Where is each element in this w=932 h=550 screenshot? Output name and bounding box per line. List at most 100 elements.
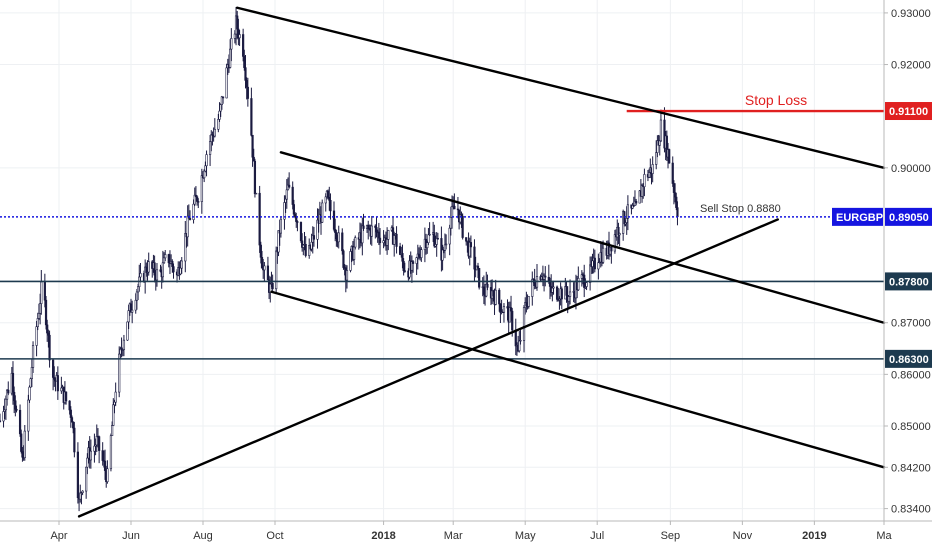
candle-body — [47, 332, 50, 336]
price-tick-label: 0.83400 — [891, 504, 931, 516]
candle-body — [456, 208, 460, 211]
candle-body — [433, 232, 436, 247]
candle-body — [450, 206, 454, 218]
candle-body — [172, 266, 175, 273]
candle-body — [375, 227, 378, 233]
candle-body — [411, 261, 415, 264]
candle-body — [341, 232, 344, 252]
candle-body — [499, 303, 502, 313]
candle-body — [164, 254, 167, 259]
candle-body — [14, 400, 17, 410]
candle-body — [675, 196, 678, 208]
candle-body — [184, 233, 187, 262]
candle-body — [188, 217, 192, 220]
candle-body — [167, 254, 170, 264]
candle-body — [126, 321, 129, 341]
candle-body — [671, 162, 674, 184]
candle-body — [203, 170, 206, 179]
candle-body — [153, 262, 156, 276]
candle-body — [589, 264, 592, 283]
candle-body — [352, 246, 356, 260]
candle-body — [482, 286, 485, 295]
candle-body — [131, 309, 134, 313]
candle-body — [221, 96, 225, 99]
candle-body — [4, 398, 8, 411]
time-axis[interactable]: Apr Jun Aug Oct 2018 Mar May Jul Sep Nov 2019 Ma — [50, 521, 893, 542]
candle-body — [76, 451, 79, 498]
candle-body — [277, 230, 280, 253]
candle-body — [345, 270, 349, 281]
candle-body — [602, 247, 605, 263]
candle-body — [285, 189, 288, 200]
candle-body — [18, 409, 22, 435]
candle-body — [208, 141, 212, 155]
candle-body — [597, 262, 600, 270]
price-tick-label: 0.93000 — [891, 8, 931, 20]
candle-body — [441, 249, 444, 261]
candle-body — [258, 192, 261, 246]
candle-body — [577, 278, 580, 291]
candle-body — [519, 340, 522, 342]
price-axis[interactable]: 0.93000 0.92000 0.90000 0.87000 0.86000 0.850… — [884, 8, 931, 516]
candle-body — [7, 389, 10, 394]
candle-body — [2, 411, 5, 422]
candle-body — [180, 260, 183, 269]
candle-body — [310, 241, 313, 250]
candle-body — [70, 417, 74, 423]
candle-body — [613, 234, 617, 252]
candle-body — [334, 229, 337, 233]
candle-body — [402, 260, 405, 272]
candle-body — [233, 33, 236, 39]
sell-stop-label: Sell Stop 0.8880 — [700, 203, 781, 215]
candle-body — [640, 185, 644, 197]
candle-body — [60, 387, 63, 392]
candle-body — [299, 222, 303, 242]
candle-body — [585, 282, 588, 287]
candle-body — [29, 378, 32, 388]
candle-body — [427, 234, 430, 243]
candle-body — [155, 269, 159, 281]
price-tag-label: 0.89050 — [889, 212, 929, 224]
candle-body — [461, 215, 464, 238]
candle-body — [401, 253, 404, 262]
candle-body — [527, 296, 530, 307]
candle-body — [623, 211, 626, 225]
candle-body — [89, 450, 92, 461]
candle-body — [328, 196, 331, 201]
candle-body — [246, 86, 249, 99]
symbol-tag-background — [832, 207, 883, 226]
candle-body — [113, 401, 116, 406]
candle-body — [329, 200, 332, 212]
candle-body — [118, 353, 121, 393]
candle-body — [269, 283, 272, 293]
candle-body — [260, 257, 264, 269]
candle-body — [593, 257, 596, 270]
candle-body — [275, 250, 278, 290]
candle-body — [643, 174, 646, 188]
time-tick-label: 2018 — [371, 530, 395, 542]
candle-body — [20, 433, 23, 452]
candle-body — [44, 299, 48, 326]
candle-body — [386, 239, 389, 246]
candle-body — [162, 257, 166, 264]
candle-body — [415, 257, 418, 264]
candle-body — [64, 391, 68, 402]
candle-body — [296, 221, 299, 223]
candle-body — [28, 386, 31, 401]
candle-body — [31, 345, 35, 368]
candle-body — [337, 232, 340, 243]
candle-body — [114, 391, 117, 403]
candle-body — [426, 242, 429, 249]
candle-body — [335, 232, 338, 240]
trendline-mid-lower-channel — [270, 290, 886, 469]
candle-body — [219, 104, 222, 112]
candle-body — [263, 265, 266, 271]
time-tick-label: Mar — [444, 530, 463, 542]
candle-body — [109, 435, 113, 470]
candle-body — [568, 291, 572, 297]
candle-body — [111, 425, 114, 437]
candle-body — [21, 451, 24, 458]
candle-body — [342, 250, 345, 268]
candle-body — [15, 408, 18, 411]
trendline-upper-channel — [236, 6, 886, 170]
